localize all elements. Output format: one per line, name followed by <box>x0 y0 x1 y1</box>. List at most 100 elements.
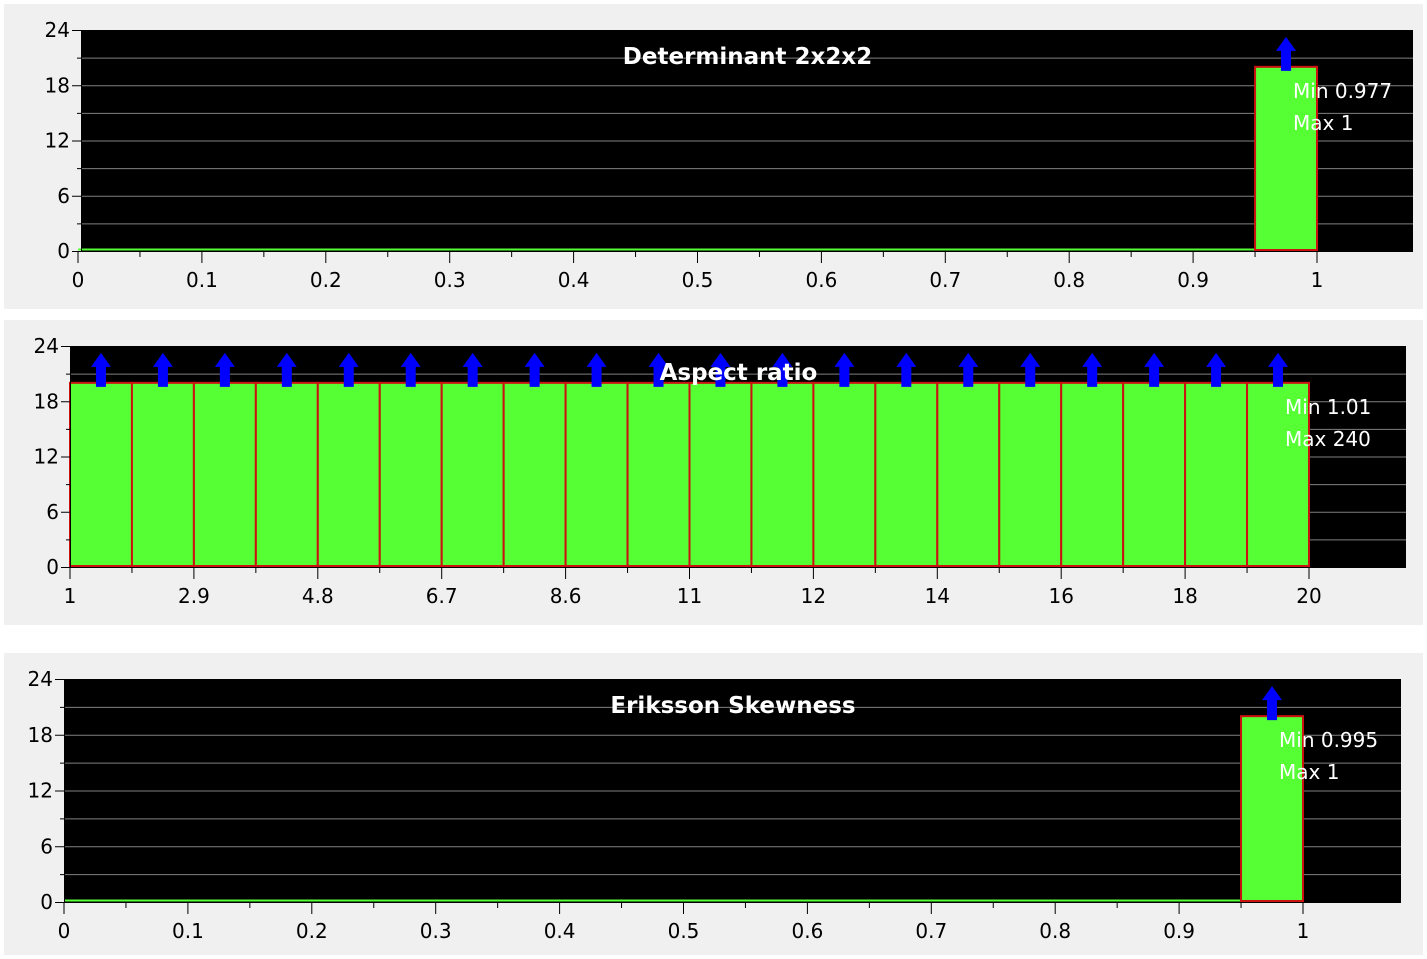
min-label: Min 0.977 <box>1293 79 1392 103</box>
overflow-arrow-icon <box>896 352 917 387</box>
overflow-arrow-icon <box>214 352 235 387</box>
histogram-bar <box>1184 381 1249 568</box>
y-tick-label: 24 <box>34 334 59 358</box>
histogram-bar <box>1122 381 1187 568</box>
x-tick-label: 0.4 <box>558 268 590 292</box>
x-tick-label: 0.7 <box>929 268 961 292</box>
overflow-arrow-icon <box>1268 352 1289 387</box>
histogram-bar <box>502 381 567 568</box>
x-tick-label: 1 <box>64 584 77 608</box>
y-tick-label: 12 <box>34 445 59 469</box>
histogram-bar <box>688 381 753 568</box>
y-tick-label: 6 <box>40 834 53 858</box>
overflow-arrow-icon <box>1082 352 1103 387</box>
x-tick-label: 0.8 <box>1039 919 1071 943</box>
y-tick-label: 6 <box>46 500 59 524</box>
max-label: Max 1 <box>1279 760 1339 784</box>
x-tick-label: 0.6 <box>805 268 837 292</box>
histogram-bar <box>316 381 381 568</box>
x-tick-label: 0.3 <box>434 268 466 292</box>
x-tick-label: 6.7 <box>426 584 458 608</box>
x-tick-label: 0 <box>58 919 71 943</box>
overflow-arrow-icon <box>834 352 855 387</box>
overflow-arrow-icon <box>276 352 297 387</box>
histogram-bar <box>254 381 319 568</box>
histogram-bar <box>750 381 815 568</box>
histogram-bar <box>998 381 1063 568</box>
x-tick-label: 18 <box>1172 584 1197 608</box>
x-tick-label: 0.5 <box>668 919 700 943</box>
x-tick-label: 11 <box>677 584 702 608</box>
overflow-arrow-icon <box>462 352 483 387</box>
chart-title: Eriksson Skewness <box>610 693 855 719</box>
overflow-arrow-icon <box>524 352 545 387</box>
y-tick-label: 0 <box>40 890 53 914</box>
histogram-bar <box>874 381 939 568</box>
histogram-bar <box>564 381 629 568</box>
overflow-arrow-icon <box>1206 352 1227 387</box>
histogram-bar <box>440 381 505 568</box>
overflow-arrow-icon <box>152 352 173 387</box>
histogram-bar <box>1254 65 1319 252</box>
histogram-chart-aspect-ratio: Aspect ratio Min 1.01 Max 240 0 6 12 18 24 1 2.9 4… <box>34 334 1406 608</box>
histogram-bar <box>1060 381 1125 568</box>
overflow-arrow-icon <box>338 352 359 387</box>
x-tick-label: 1 <box>1297 919 1310 943</box>
x-tick-label: 16 <box>1048 584 1073 608</box>
x-tick-label: 0 <box>72 268 85 292</box>
y-tick-label: 0 <box>57 239 70 263</box>
x-tick-label: 20 <box>1296 584 1321 608</box>
histogram-bar <box>626 381 691 568</box>
chart-title: Aspect ratio <box>660 360 818 386</box>
overflow-arrow-icon <box>710 352 731 387</box>
overflow-arrow-icon <box>958 352 979 387</box>
histogram-panel-determinant: Determinant 2x2x2 Min 0.977 Max 1 0 6 12 18 24 0… <box>4 4 1423 309</box>
x-tick-label: 12 <box>801 584 826 608</box>
x-tick-label: 0.8 <box>1053 268 1085 292</box>
overflow-arrow-icon <box>90 352 111 387</box>
overflow-arrow-icon <box>648 352 669 387</box>
x-tick-label: 0.1 <box>172 919 204 943</box>
x-tick-label: 4.8 <box>302 584 334 608</box>
y-tick-label: 6 <box>57 184 70 208</box>
y-tick-label: 24 <box>28 667 53 691</box>
histogram-bar <box>1246 381 1311 568</box>
overflow-arrow-icon <box>1144 352 1165 387</box>
x-tick-label: 0.5 <box>682 268 714 292</box>
max-label: Max 240 <box>1285 427 1371 451</box>
x-tick-label: 0.2 <box>310 268 342 292</box>
histogram-panel-aspect-ratio: Aspect ratio Min 1.01 Max 240 0 6 12 18 24 1 2.9 4… <box>4 320 1423 625</box>
x-tick-label: 0.1 <box>186 268 218 292</box>
y-tick-label: 18 <box>34 389 59 413</box>
y-tick-label: 18 <box>28 723 53 747</box>
histogram-bar <box>69 381 133 568</box>
histogram-bar <box>812 381 877 568</box>
x-tick-label: 14 <box>925 584 950 608</box>
x-tick-label: 2.9 <box>178 584 210 608</box>
overflow-arrow-icon <box>1262 686 1283 721</box>
overflow-arrow-icon <box>1276 36 1297 71</box>
histogram-bar <box>130 381 195 568</box>
x-tick-label: 1 <box>1311 268 1324 292</box>
chart-title: Determinant 2x2x2 <box>623 44 872 70</box>
histogram-chart-determinant: Determinant 2x2x2 Min 0.977 Max 1 0 6 12 18 24 0… <box>45 18 1413 292</box>
x-tick-label: 0.9 <box>1177 268 1209 292</box>
y-tick-label: 12 <box>45 129 70 153</box>
overflow-arrow-icon <box>772 352 793 387</box>
overflow-arrow-icon <box>1020 352 1041 387</box>
x-tick-label: 0.7 <box>915 919 947 943</box>
overflow-arrow-icon <box>586 352 607 387</box>
x-tick-label: 0.6 <box>791 919 823 943</box>
histogram-bar <box>192 381 257 568</box>
min-label: Min 0.995 <box>1279 728 1378 752</box>
x-tick-label: 0.3 <box>420 919 452 943</box>
overflow-arrow-icon <box>400 352 421 387</box>
x-tick-label: 8.6 <box>550 584 582 608</box>
histogram-panel-eriksson-skewness: Eriksson Skewness Min 0.995 Max 1 0 6 12 18 24 0… <box>4 653 1423 955</box>
y-tick-label: 18 <box>45 73 70 97</box>
x-tick-label: 0.4 <box>544 919 576 943</box>
x-tick-label: 0.9 <box>1163 919 1195 943</box>
histogram-bar <box>378 381 443 568</box>
max-label: Max 1 <box>1293 111 1353 135</box>
histogram-chart-eriksson-skewness: Eriksson Skewness Min 0.995 Max 1 0 6 12 18 24 0… <box>28 667 1401 943</box>
